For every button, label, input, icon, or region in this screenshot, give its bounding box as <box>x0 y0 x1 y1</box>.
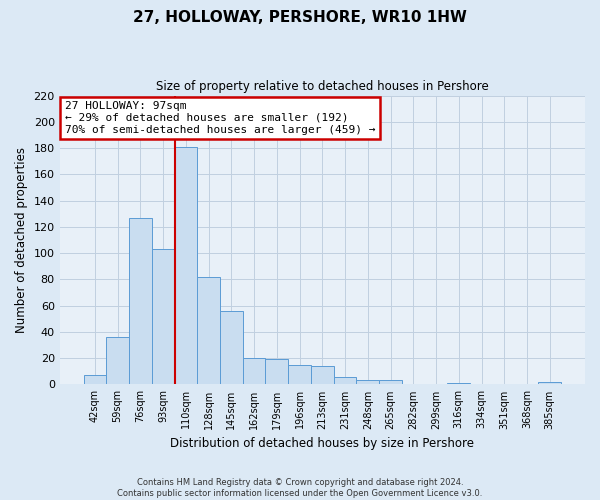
Bar <box>288 364 311 384</box>
Bar <box>220 311 243 384</box>
Bar <box>243 358 265 384</box>
Bar <box>311 366 334 384</box>
Bar <box>379 380 402 384</box>
Bar <box>129 218 152 384</box>
Text: Contains HM Land Registry data © Crown copyright and database right 2024.
Contai: Contains HM Land Registry data © Crown c… <box>118 478 482 498</box>
Y-axis label: Number of detached properties: Number of detached properties <box>15 147 28 333</box>
Bar <box>356 380 379 384</box>
Bar <box>265 360 288 384</box>
X-axis label: Distribution of detached houses by size in Pershore: Distribution of detached houses by size … <box>170 437 475 450</box>
Bar <box>152 249 175 384</box>
Bar <box>334 376 356 384</box>
Text: 27 HOLLOWAY: 97sqm
← 29% of detached houses are smaller (192)
70% of semi-detach: 27 HOLLOWAY: 97sqm ← 29% of detached hou… <box>65 102 376 134</box>
Bar <box>106 337 129 384</box>
Bar <box>448 383 470 384</box>
Text: 27, HOLLOWAY, PERSHORE, WR10 1HW: 27, HOLLOWAY, PERSHORE, WR10 1HW <box>133 10 467 25</box>
Title: Size of property relative to detached houses in Pershore: Size of property relative to detached ho… <box>156 80 489 93</box>
Bar <box>197 277 220 384</box>
Bar <box>83 375 106 384</box>
Bar <box>175 147 197 384</box>
Bar <box>538 382 561 384</box>
